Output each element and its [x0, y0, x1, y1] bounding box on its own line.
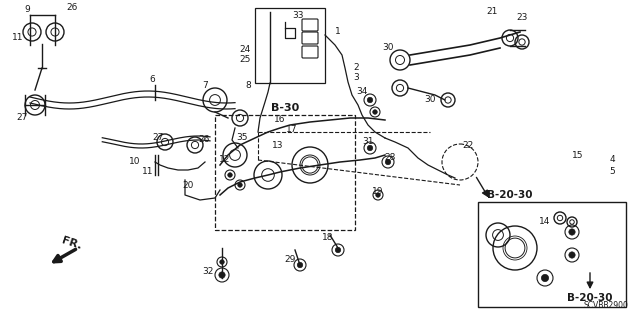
Circle shape — [298, 262, 303, 268]
Text: B-20-30: B-20-30 — [567, 293, 612, 303]
Circle shape — [372, 110, 377, 114]
Text: 4: 4 — [609, 155, 615, 165]
Text: 14: 14 — [540, 218, 550, 226]
Text: 30: 30 — [424, 95, 436, 105]
Text: 33: 33 — [292, 11, 304, 20]
Circle shape — [569, 229, 575, 235]
Text: 10: 10 — [129, 158, 141, 167]
FancyBboxPatch shape — [302, 19, 318, 31]
Text: 21: 21 — [486, 8, 498, 17]
Text: 26: 26 — [198, 136, 210, 145]
Text: 9: 9 — [24, 5, 30, 14]
Text: 32: 32 — [202, 268, 214, 277]
Bar — [255, 8, 325, 83]
Text: 8: 8 — [245, 80, 251, 90]
Text: 20: 20 — [182, 181, 194, 189]
FancyBboxPatch shape — [302, 32, 318, 44]
Text: B-20-30: B-20-30 — [487, 190, 532, 200]
Text: 29: 29 — [284, 256, 296, 264]
Text: 17: 17 — [286, 125, 298, 135]
Text: 16: 16 — [275, 115, 285, 124]
Text: B-30: B-30 — [271, 103, 299, 113]
Text: 27: 27 — [16, 114, 28, 122]
Text: 1: 1 — [335, 27, 341, 36]
Text: 30: 30 — [382, 43, 394, 53]
Circle shape — [219, 272, 225, 278]
Text: 31: 31 — [362, 137, 374, 146]
Text: 28: 28 — [384, 152, 396, 161]
Text: 15: 15 — [572, 151, 584, 160]
Text: 18: 18 — [323, 234, 333, 242]
Text: 19: 19 — [372, 188, 384, 197]
Text: 13: 13 — [272, 140, 284, 150]
Circle shape — [376, 193, 380, 197]
Text: 26: 26 — [67, 4, 77, 12]
Text: SCVBB2900: SCVBB2900 — [583, 301, 628, 310]
Text: 5: 5 — [609, 167, 615, 176]
Text: 34: 34 — [356, 87, 368, 97]
Text: 11: 11 — [142, 167, 154, 176]
Circle shape — [237, 183, 243, 187]
Text: 3: 3 — [353, 73, 359, 83]
Bar — [478, 202, 626, 307]
Circle shape — [335, 247, 340, 253]
Text: 2: 2 — [353, 63, 359, 72]
FancyBboxPatch shape — [302, 46, 318, 58]
Text: 24: 24 — [239, 46, 251, 55]
Bar — [215, 115, 355, 230]
Circle shape — [385, 159, 390, 165]
Text: 25: 25 — [239, 56, 251, 64]
Text: 6: 6 — [149, 76, 155, 85]
Text: 7: 7 — [202, 81, 208, 91]
Text: 27: 27 — [152, 133, 164, 143]
Circle shape — [367, 145, 372, 151]
Text: 12: 12 — [220, 155, 230, 165]
Circle shape — [541, 274, 548, 282]
Circle shape — [228, 173, 232, 177]
Circle shape — [220, 260, 224, 264]
Circle shape — [367, 97, 372, 103]
Text: 11: 11 — [12, 33, 24, 42]
Text: FR.: FR. — [61, 235, 83, 251]
Text: 35: 35 — [236, 133, 248, 143]
Text: 22: 22 — [462, 140, 474, 150]
Circle shape — [569, 252, 575, 258]
Text: 23: 23 — [516, 13, 528, 23]
